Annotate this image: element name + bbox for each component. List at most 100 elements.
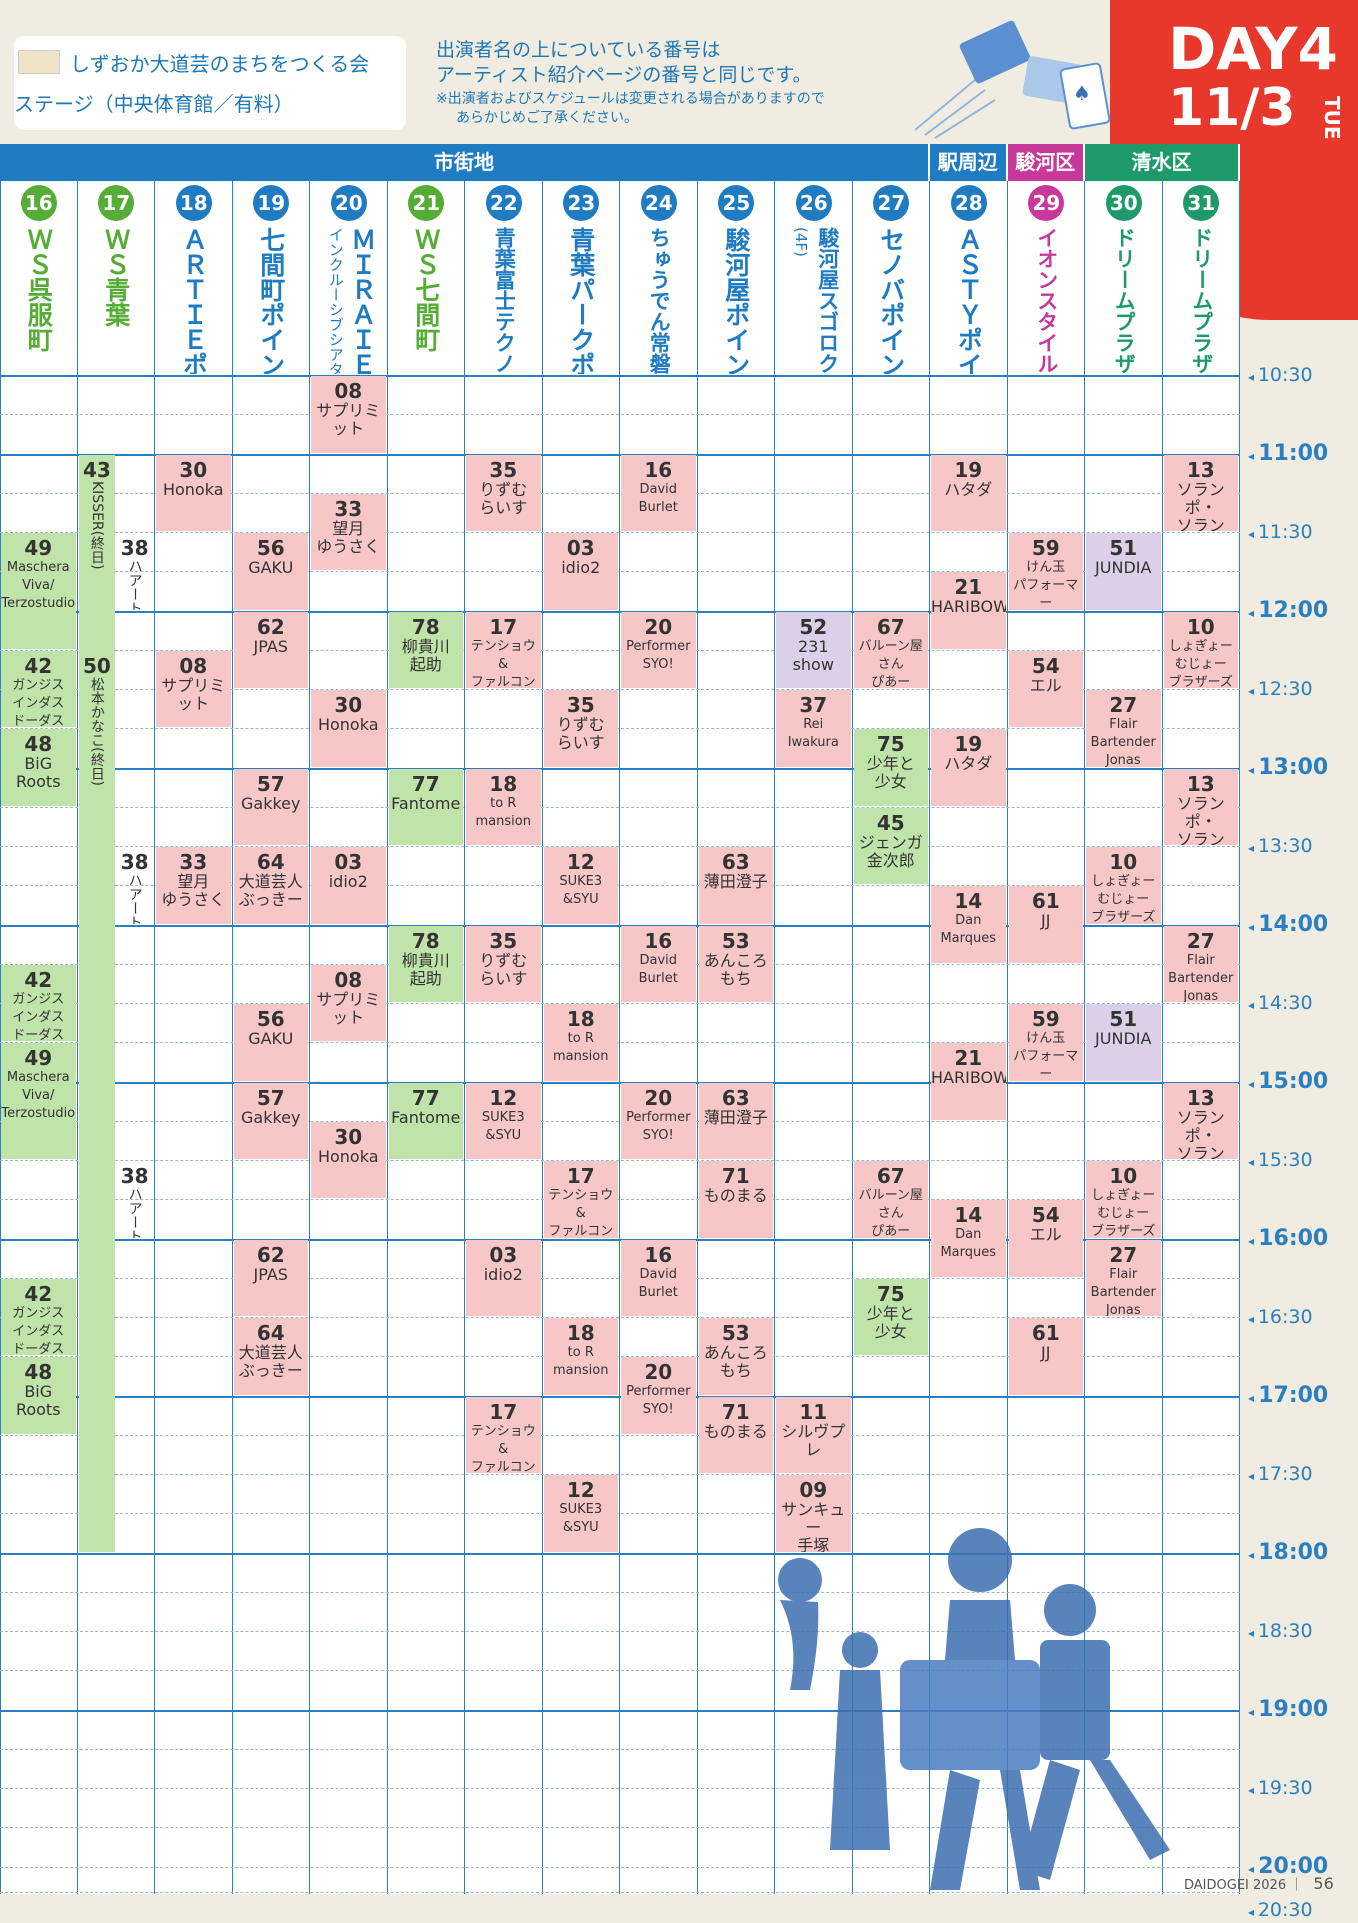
event-block: 16 David Burlet bbox=[621, 454, 696, 531]
event-block: 03 idio2 bbox=[466, 1239, 541, 1316]
note-small-2: あらかじめご了承ください。 bbox=[456, 110, 638, 126]
event-number: 27 bbox=[1109, 693, 1138, 717]
event-number: 63 bbox=[721, 1085, 750, 1110]
time-gridline bbox=[0, 728, 1240, 730]
venue-header: 21 ＷＳ七間町 bbox=[388, 181, 466, 374]
event-block: 08 サプリミット bbox=[311, 376, 386, 453]
event-block: 61 JJ bbox=[1008, 1318, 1083, 1395]
venue-number-badge: 20 bbox=[330, 185, 367, 221]
time-gridline bbox=[0, 1160, 1240, 1161]
event-performer: りずむ らいす bbox=[479, 479, 528, 517]
event-block: 56 GAKU bbox=[233, 1004, 308, 1081]
note-small: ※出演者およびスケジュールは変更される場合がありますので あらかじめご了承くださ… bbox=[436, 90, 936, 128]
event-number: 19 bbox=[954, 457, 983, 482]
event-block: 16 David Burlet bbox=[621, 925, 696, 1002]
event-block: 35 りずむ らいす bbox=[466, 454, 541, 531]
time-gridline bbox=[0, 1552, 1240, 1555]
event-number: 56 bbox=[256, 1007, 285, 1031]
legend: しずおか大道芸のまちをつくる会 ステージ（中央体育館／有料） bbox=[14, 36, 406, 130]
event-number: 78 bbox=[411, 614, 440, 639]
event-block: 14 Dan Marques bbox=[931, 1200, 1006, 1277]
event-block: 78 柳貴川 起助 bbox=[388, 611, 463, 688]
event-performer: しょぎょー むじょー ブラザーズ bbox=[1168, 638, 1233, 689]
column-divider bbox=[386, 181, 388, 1894]
time-gridline bbox=[0, 610, 1240, 613]
event-performer: Honoka bbox=[162, 479, 224, 499]
time-label: 15:00 bbox=[1248, 1070, 1328, 1095]
event-performer: KISSER(終日) bbox=[88, 480, 105, 570]
event-block: 33 望月 ゆうさく bbox=[156, 847, 231, 924]
time-label: 12:30 bbox=[1248, 678, 1313, 702]
event-performer: SUKE3 &SYU bbox=[559, 874, 603, 907]
event-block: 38ハアートパフォーマー☆ bbox=[116, 1161, 153, 1238]
venue-header: 18 ＡＲＴＩＥポイント bbox=[155, 181, 233, 374]
event-number: 16 bbox=[644, 928, 673, 953]
event-number: 33 bbox=[334, 496, 363, 521]
event-performer: Performer SYO! bbox=[626, 1109, 691, 1143]
event-block: 54 エル bbox=[1008, 650, 1083, 728]
event-block: 49 Maschera Viva/ Terzostudio bbox=[1, 1043, 76, 1159]
event-number: 18 bbox=[489, 771, 518, 796]
event-number: 62 bbox=[256, 1242, 285, 1267]
event-performer: Performer SYO! bbox=[626, 638, 691, 672]
venue-name: 七間町ポイント bbox=[256, 227, 286, 374]
event-block: 19 ハタダ bbox=[931, 454, 1006, 531]
event-performer: 柳貴川 起助 bbox=[401, 636, 450, 674]
event-block: 78 柳貴川 起助 bbox=[388, 925, 463, 1002]
event-block: 27 Flair Bartender Jonas bbox=[1086, 1239, 1161, 1316]
event-performer: しょぎょー むじょー ブラザーズ bbox=[1091, 874, 1156, 924]
event-performer: JJ bbox=[1041, 911, 1051, 931]
time-gridline bbox=[0, 1238, 1240, 1241]
event-block: 75 少年と 少女 bbox=[853, 1278, 928, 1356]
event-number: 08 bbox=[334, 967, 363, 992]
day-weekday: TUE bbox=[1320, 96, 1344, 140]
event-block: 38ハアートパフォーマー☆ bbox=[116, 533, 153, 610]
event-number: 12 bbox=[566, 1478, 595, 1502]
event-block: 35 りずむ らいす bbox=[543, 690, 618, 767]
event-block: 53 あんころもち bbox=[698, 925, 773, 1002]
time-gridline bbox=[0, 532, 1240, 533]
venue-number-badge: 19 bbox=[253, 185, 290, 221]
time-gridline bbox=[0, 1395, 1240, 1398]
event-block: 45 ジェンガ 金次郎 bbox=[853, 807, 928, 885]
time-gridline bbox=[0, 689, 1240, 690]
event-block: 20 Performer SYO! bbox=[621, 1082, 696, 1159]
event-number: 51 bbox=[1109, 536, 1138, 560]
event-number: 59 bbox=[1031, 536, 1060, 560]
venue-name: 駿河屋ポイント bbox=[721, 227, 751, 374]
venue-name: 青葉富士テクノロジーポイント bbox=[492, 227, 517, 374]
event-performer: テンショウ & ファルコン bbox=[548, 1188, 614, 1238]
column-divider bbox=[851, 181, 853, 1894]
event-number: 51 bbox=[1109, 1007, 1138, 1031]
area-band: 市街地 bbox=[0, 144, 928, 181]
column-divider bbox=[1161, 181, 1163, 1894]
event-block: 64 大道芸人 ぶっきー bbox=[233, 1318, 308, 1395]
event-block: 13 ソランポ・ ソラン bbox=[1163, 768, 1238, 845]
event-block: 09 サンキュー 手塚 bbox=[776, 1475, 851, 1552]
venue-header: 28 ＡＳＴＹポイント bbox=[930, 181, 1008, 374]
event-performer: けん玉 パフォーマー たいが bbox=[1013, 1031, 1079, 1081]
event-number: 49 bbox=[24, 536, 53, 560]
event-block: 51 JUNDIA bbox=[1086, 1004, 1161, 1081]
event-block: 16 David Burlet bbox=[621, 1239, 696, 1316]
event-block: 38ハアートパフォーマー☆ bbox=[116, 847, 153, 924]
event-number: 35 bbox=[489, 928, 518, 953]
venue-number-badge: 23 bbox=[563, 185, 600, 221]
column-divider bbox=[619, 181, 620, 1894]
event-performer: りずむ らいす bbox=[556, 715, 605, 752]
venue-number-badge: 30 bbox=[1105, 185, 1142, 221]
event-number: 09 bbox=[799, 1478, 828, 1502]
event-block: 17 テンショウ & ファルコン bbox=[543, 1161, 618, 1238]
event-performer: JPAS bbox=[253, 636, 288, 656]
time-gridline bbox=[0, 1356, 1240, 1358]
event-number: 57 bbox=[256, 771, 285, 796]
event-number: 49 bbox=[24, 1046, 53, 1071]
event-performer: Honoka bbox=[317, 715, 379, 734]
event-performer: 231 show bbox=[792, 636, 834, 674]
event-block: 37 Rei Iwakura bbox=[776, 690, 851, 767]
time-label: 17:30 bbox=[1248, 1463, 1313, 1487]
event-number: 30 bbox=[334, 1124, 363, 1149]
time-label: 17:00 bbox=[1248, 1384, 1328, 1409]
event-block: 27 Flair Bartender Jonas bbox=[1163, 925, 1238, 1002]
